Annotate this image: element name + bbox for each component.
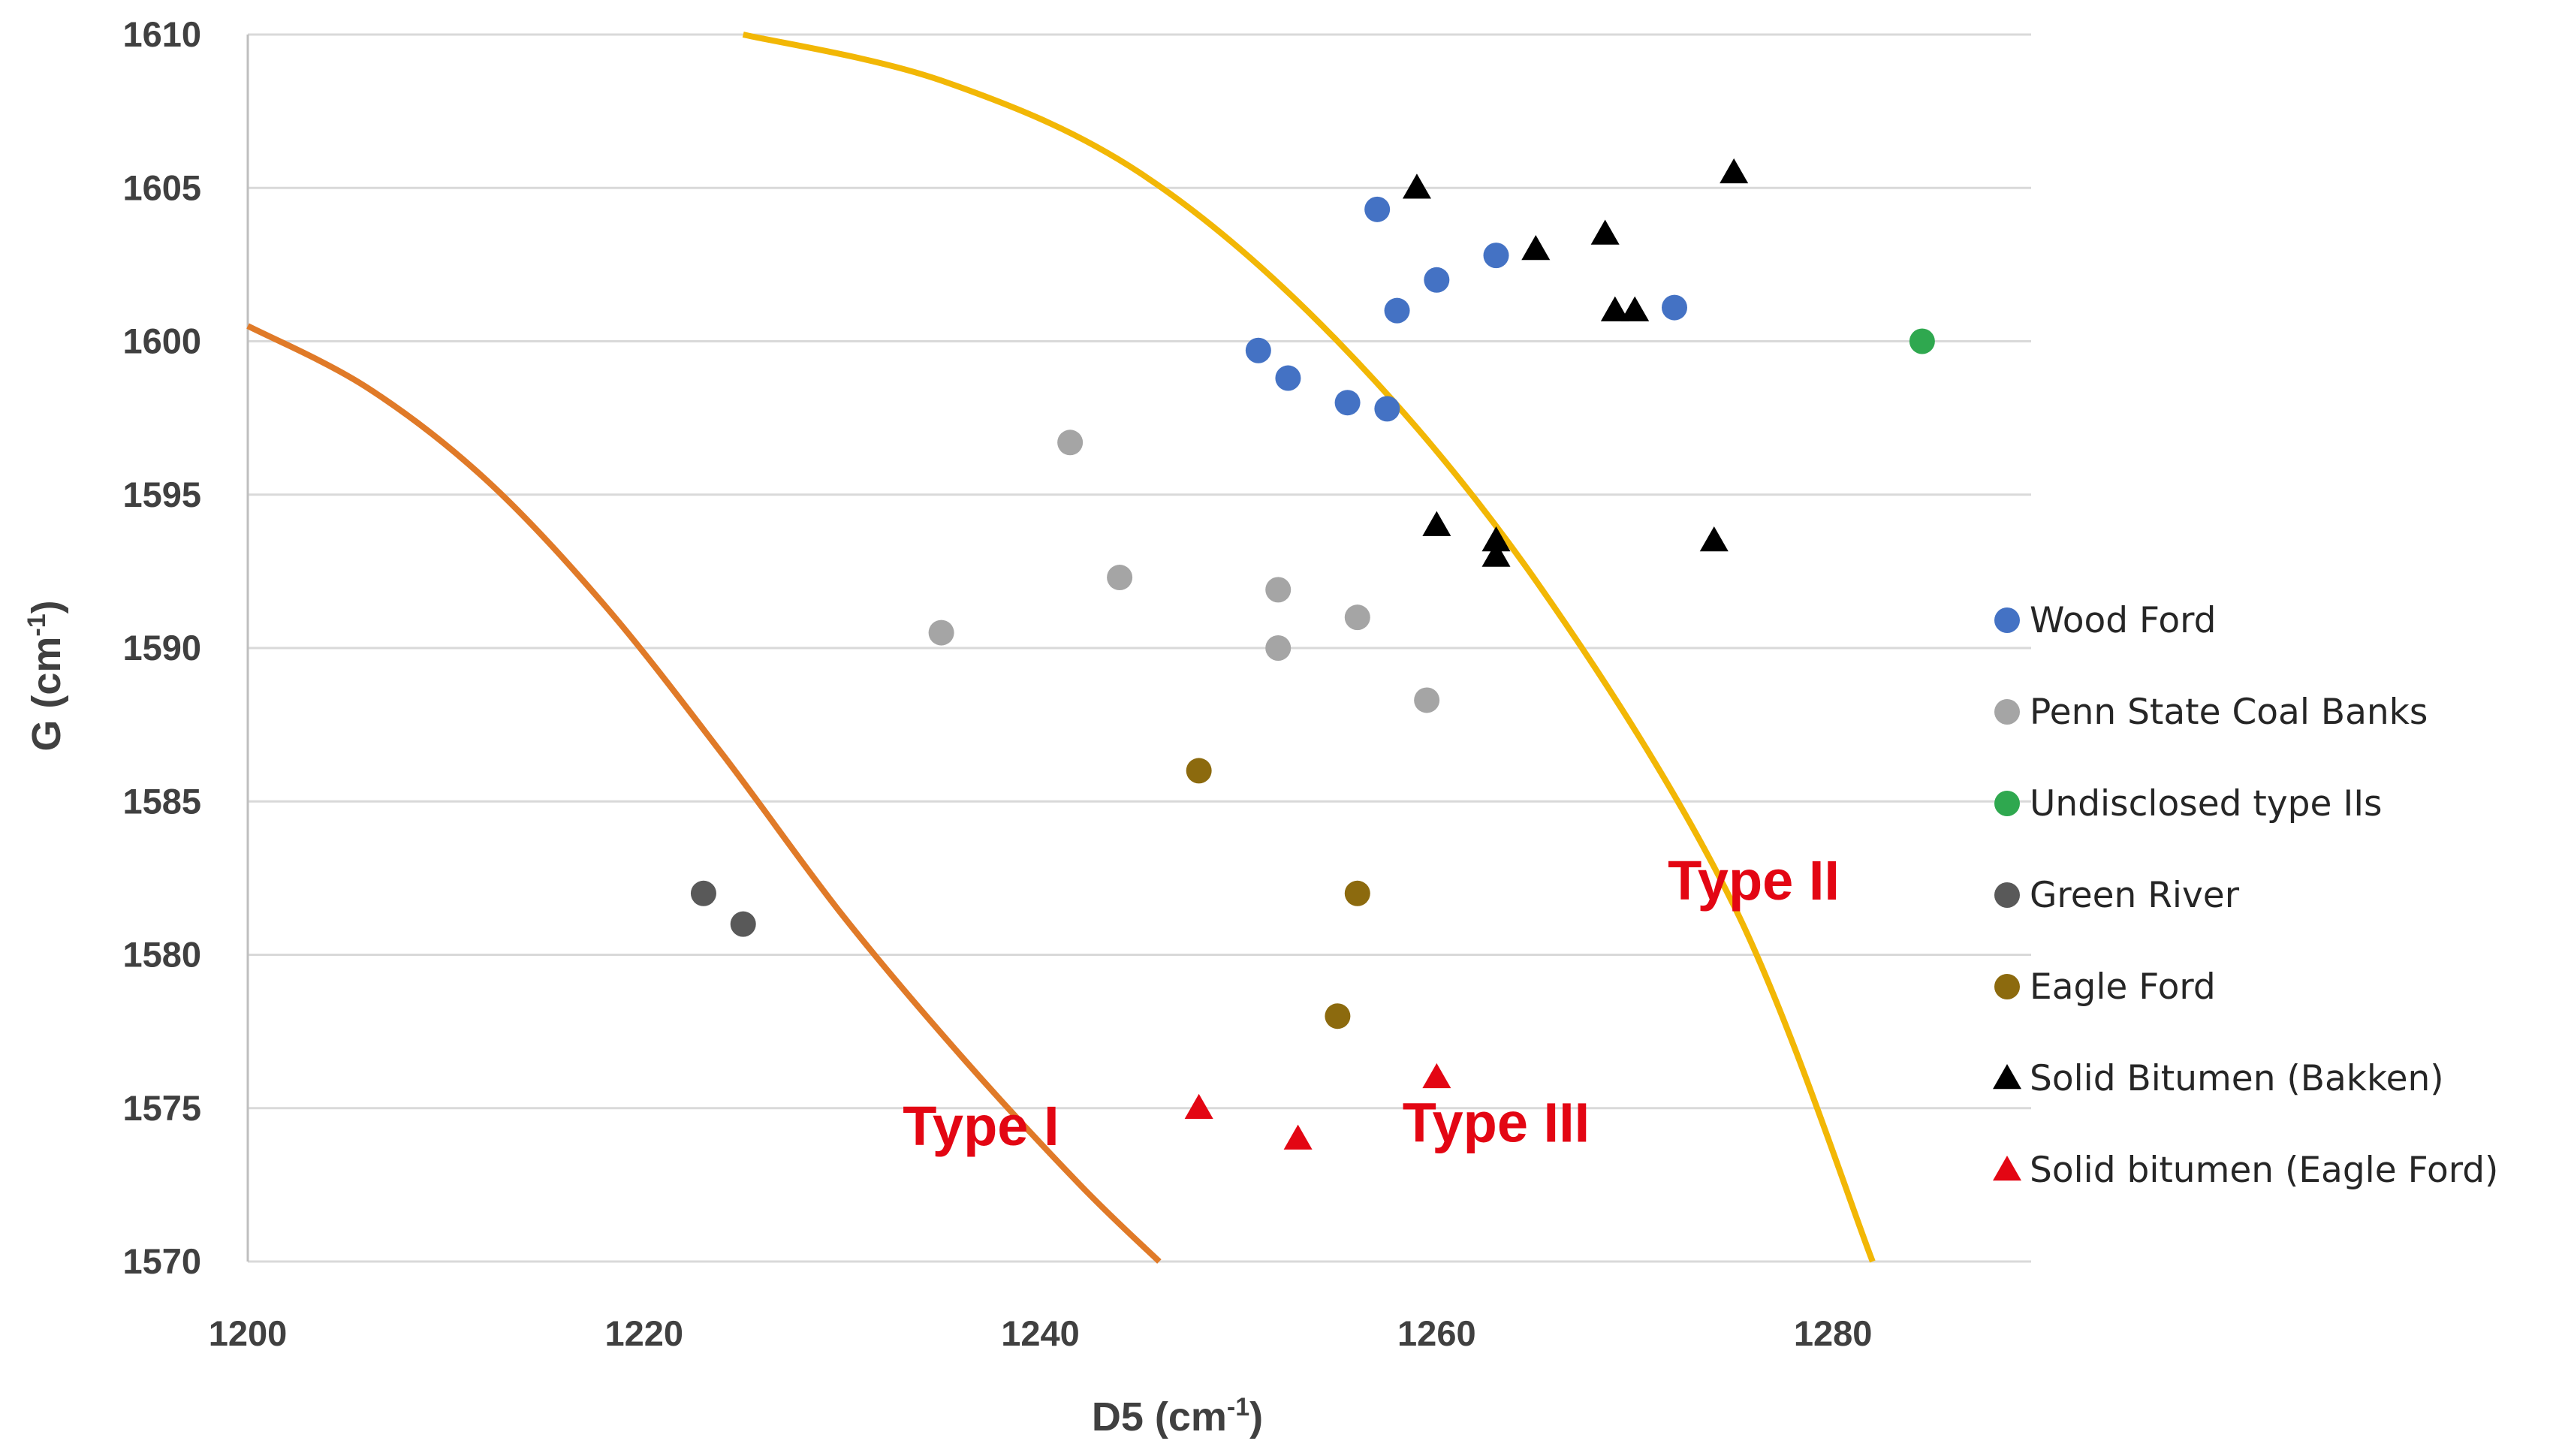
legend-entry-green-river: Green River [2030,875,2240,916]
solid-bitumen-bakken-point [1720,158,1749,184]
solid-bitumen-eagle-ford-point [1184,1093,1213,1119]
solid-bitumen-bakken-point [1422,511,1451,536]
legend-marker-penn-state-coal-banks [1994,699,2020,725]
y-tick-label: 1585 [122,781,201,821]
eagle-ford-point [1325,1003,1351,1029]
legend-marker-undisclosed-type-iis [1994,791,2020,816]
legend-entry-penn-state-coal-banks: Penn State Coal Banks [2030,692,2428,733]
legend-entry-undisclosed-type-iis: Undisclosed type IIs [2030,783,2383,824]
legend-entry-eagle-ford: Eagle Ford [2030,966,2216,1008]
legend-entry-solid-bitumen-eagle-ford: Solid bitumen (Eagle Ford) [2030,1150,2498,1191]
wood-ford-point [1384,297,1410,324]
wood-ford-point [1374,396,1400,422]
y-axis-title: G (cm-1) [23,600,69,751]
y-tick-label: 1605 [122,167,201,207]
wood-ford-point [1275,365,1301,391]
legend: Wood Ford Penn State Coal Banks Undisclose… [1993,600,2498,1191]
x-tick-label: 1260 [1397,1313,1476,1353]
solid-bitumen-bakken-point [1481,526,1511,552]
region-label-type-ii: Type II [1668,849,1840,912]
green-river-point [690,880,716,906]
wood-ford-point [1483,243,1509,269]
x-tick-label: 1200 [209,1313,288,1353]
solid-bitumen-eagle-ford-point [1422,1063,1451,1089]
gridlines [246,33,2031,1263]
solid-bitumen-bakken-point [1521,234,1551,261]
axis-ticks: 1570 1575 1580 1585 1590 1595 1600 1605 1610 1200… [122,14,1872,1353]
region-label-type-iii: Type III [1403,1092,1590,1154]
solid-bitumen-bakken-point [1481,541,1511,567]
solid-bitumen-bakken-point [1699,526,1729,552]
x-tick-label: 1240 [1001,1313,1080,1353]
data-points [690,158,1935,1150]
x-tick-label: 1280 [1794,1313,1873,1353]
region-labels: Type I Type II Type III [903,849,1840,1157]
y-tick-label: 1595 [122,475,201,514]
penn-state-coal-banks-point [1344,604,1370,631]
y-tick-label: 1590 [122,628,201,668]
x-axis-title: D5 (cm-1) [1092,1393,1263,1439]
penn-state-coal-banks-point [1057,430,1084,456]
legend-entry-wood-ford: Wood Ford [2030,600,2216,641]
legend-entry-solid-bitumen-bakken: Solid Bitumen (Bakken) [2030,1058,2444,1099]
green-river-point [730,911,756,937]
y-tick-label: 1610 [122,14,201,54]
legend-marker-eagle-ford [1994,974,2020,999]
solid-bitumen-bakken-point [1620,296,1650,321]
y-tick-label: 1580 [122,935,201,975]
type-i-boundary-curve [246,323,1162,1264]
solid-bitumen-eagle-ford-point [1283,1124,1313,1150]
y-tick-label: 1570 [122,1241,201,1281]
penn-state-coal-banks-point [1414,687,1440,713]
y-tick-label: 1600 [122,321,201,361]
solid-bitumen-bakken-point [1402,173,1431,199]
legend-marker-wood-ford [1994,607,2020,633]
penn-state-coal-banks-point [1107,565,1133,591]
eagle-ford-point [1344,880,1370,906]
wood-ford-point [1424,267,1450,293]
legend-marker-solid-bitumen-bakken [1993,1064,2021,1090]
legend-marker-green-river [1994,882,2020,908]
undisclosed-type-iis-point [1909,328,1935,354]
solid-bitumen-bakken-point [1600,296,1629,321]
solid-bitumen-bakken-point [1590,219,1620,245]
penn-state-coal-banks-point [1265,577,1292,603]
region-label-type-i: Type I [903,1095,1059,1157]
x-tick-label: 1220 [604,1313,683,1353]
wood-ford-point [1245,337,1271,363]
wood-ford-point [1334,390,1361,416]
penn-state-coal-banks-point [928,619,954,646]
wood-ford-point [1364,196,1391,222]
eagle-ford-point [1186,758,1212,784]
legend-marker-solid-bitumen-eagle-ford [1993,1156,2021,1181]
penn-state-coal-banks-point [1265,635,1292,661]
wood-ford-point [1662,294,1687,321]
y-tick-label: 1575 [122,1088,201,1128]
